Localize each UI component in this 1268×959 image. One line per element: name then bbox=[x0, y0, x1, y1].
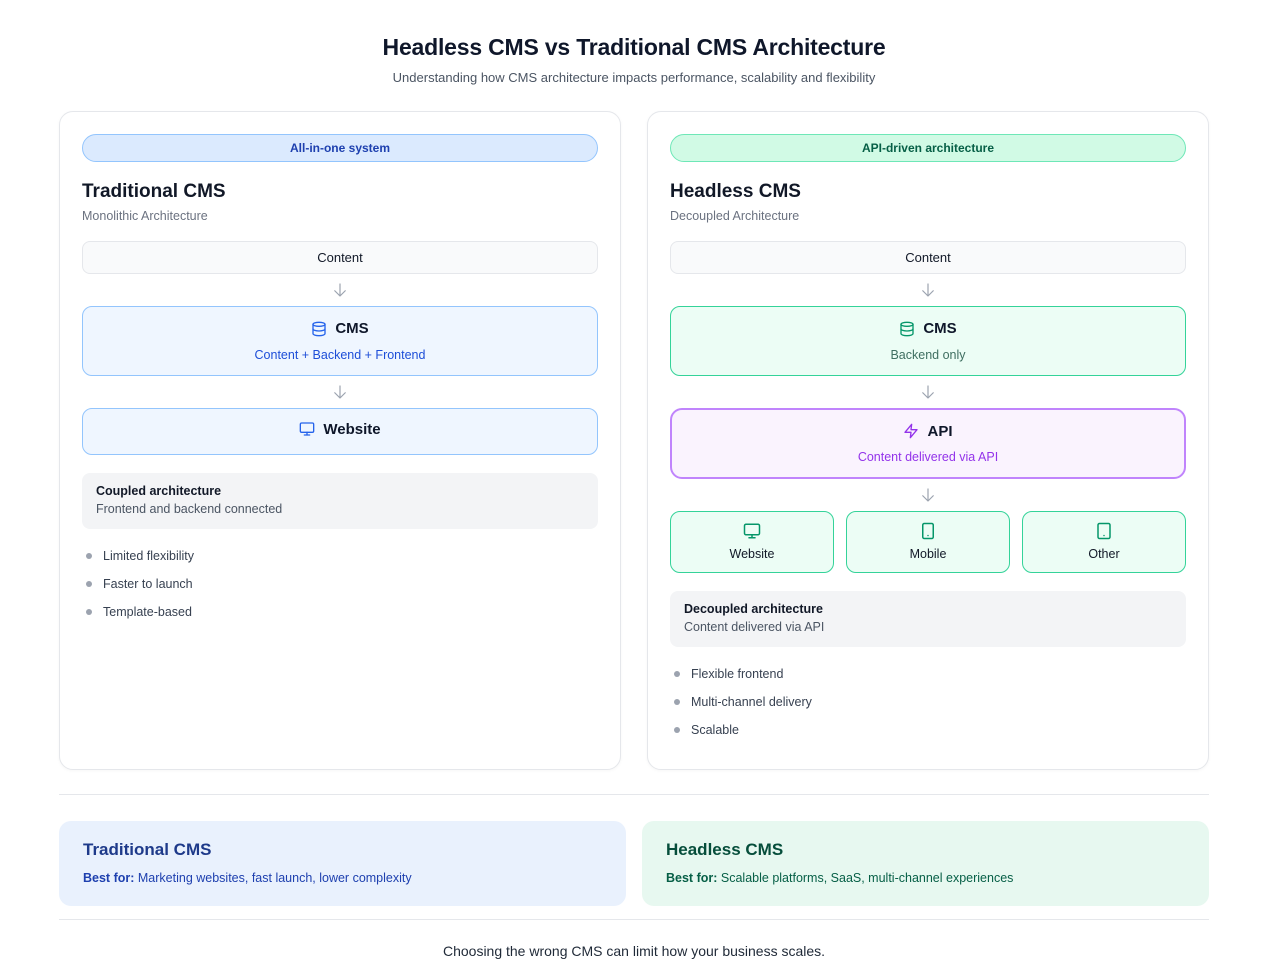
traditional-website-node: Website bbox=[82, 407, 598, 455]
headless-summary-card: Headless CMS Best for: Scalable platform… bbox=[642, 821, 1209, 906]
arrow-down-icon bbox=[82, 281, 598, 299]
bullet-dot-icon bbox=[86, 553, 92, 559]
traditional-summary-title: Traditional CMS bbox=[83, 840, 212, 859]
traditional-cms-node-label: CMS bbox=[311, 320, 369, 337]
bullet-dot-icon bbox=[674, 671, 680, 677]
channel-nodes: Website Mobile Other bbox=[670, 511, 1186, 573]
tablet-icon bbox=[1031, 522, 1177, 540]
api-node-label: API bbox=[903, 422, 953, 440]
headless-card-title: Headless CMS bbox=[670, 181, 801, 202]
traditional-cms-node: CMS Content + Backend + Frontend bbox=[82, 306, 598, 376]
traditional-cms-node-text: CMS bbox=[335, 320, 369, 337]
headless-summary-title: Headless CMS bbox=[666, 840, 784, 859]
bullet-text: Template-based bbox=[103, 605, 192, 619]
channel-website: Website bbox=[670, 511, 834, 573]
headless-note-title: Decoupled architecture bbox=[684, 602, 823, 616]
best-for-label: Best for: bbox=[83, 871, 135, 885]
traditional-summary-card: Traditional CMS Best for: Marketing webs… bbox=[59, 821, 626, 906]
page-header: Headless CMS vs Traditional CMS Architec… bbox=[59, 34, 1209, 85]
arrow-down-icon bbox=[82, 383, 598, 401]
page-subtitle: Understanding how CMS architecture impac… bbox=[392, 70, 876, 85]
channel-other: Other bbox=[1022, 511, 1186, 573]
smartphone-icon bbox=[855, 522, 1001, 540]
zap-icon bbox=[903, 423, 919, 439]
traditional-cms-card: All-in-one system Traditional CMS Monoli… bbox=[59, 111, 621, 770]
traditional-bullet-list: Limited flexibility Faster to launch Tem… bbox=[82, 545, 598, 623]
traditional-card-title: Traditional CMS bbox=[82, 181, 226, 202]
traditional-note-text: Frontend and backend connected bbox=[96, 502, 283, 516]
channel-label: Other bbox=[1088, 547, 1120, 561]
divider bbox=[59, 794, 1209, 795]
channel-mobile: Mobile bbox=[846, 511, 1010, 573]
api-node-text: API bbox=[927, 422, 953, 440]
headless-summary-text: Best for: Scalable platforms, SaaS, mult… bbox=[666, 871, 1185, 885]
bullet-text: Faster to launch bbox=[103, 577, 193, 591]
headless-cms-node-label: CMS bbox=[899, 320, 957, 337]
summary-row: Traditional CMS Best for: Marketing webs… bbox=[59, 821, 1209, 906]
bullet-dot-icon bbox=[86, 581, 92, 587]
traditional-note: Coupled architecture Frontend and backen… bbox=[82, 473, 598, 529]
headless-content-node: Content bbox=[670, 241, 1186, 274]
bullet-text: Scalable bbox=[691, 723, 739, 737]
arrow-down-icon bbox=[670, 281, 1186, 299]
database-icon bbox=[899, 321, 915, 337]
headless-bullet-list: Flexible frontend Multi-channel delivery… bbox=[670, 663, 1186, 741]
bullet-dot-icon bbox=[674, 727, 680, 733]
database-icon bbox=[311, 321, 327, 337]
traditional-note-title: Coupled architecture bbox=[96, 484, 222, 498]
traditional-content-node: Content bbox=[82, 241, 598, 274]
headless-cms-node-sub: Backend only bbox=[890, 347, 966, 362]
headless-cms-card: API-driven architecture Headless CMS Dec… bbox=[647, 111, 1209, 770]
channel-label: Mobile bbox=[909, 547, 947, 561]
page: Headless CMS vs Traditional CMS Architec… bbox=[59, 0, 1209, 959]
footer-note: Choosing the wrong CMS can limit how you… bbox=[442, 943, 826, 959]
list-item: Template-based bbox=[82, 601, 598, 623]
bullet-text: Flexible frontend bbox=[691, 667, 784, 681]
traditional-badge: All-in-one system bbox=[82, 134, 598, 162]
page-title: Headless CMS vs Traditional CMS Architec… bbox=[382, 34, 886, 60]
list-item: Flexible frontend bbox=[670, 663, 1186, 685]
traditional-summary-text: Best for: Marketing websites, fast launc… bbox=[83, 871, 602, 885]
list-item: Limited flexibility bbox=[82, 545, 598, 567]
arrow-down-icon bbox=[670, 383, 1186, 401]
traditional-card-subtitle: Monolithic Architecture bbox=[82, 209, 208, 223]
bullet-dot-icon bbox=[86, 609, 92, 615]
monitor-icon bbox=[679, 522, 825, 540]
traditional-cms-node-sub: Content + Backend + Frontend bbox=[254, 347, 426, 362]
headless-note: Decoupled architecture Content delivered… bbox=[670, 591, 1186, 647]
headless-card-subtitle: Decoupled Architecture bbox=[670, 209, 800, 223]
divider bbox=[59, 919, 1209, 920]
arrow-down-icon bbox=[670, 486, 1186, 504]
comparison-cards: All-in-one system Traditional CMS Monoli… bbox=[59, 111, 1209, 770]
bullet-dot-icon bbox=[674, 699, 680, 705]
bullet-text: Limited flexibility bbox=[103, 549, 195, 563]
traditional-website-node-text: Website bbox=[323, 420, 381, 438]
headless-badge: API-driven architecture bbox=[670, 134, 1186, 162]
api-node-sub: Content delivered via API bbox=[857, 450, 999, 464]
headless-note-text: Content delivered via API bbox=[684, 620, 825, 634]
list-item: Multi-channel delivery bbox=[670, 691, 1186, 713]
bullet-text: Multi-channel delivery bbox=[691, 695, 812, 709]
list-item: Scalable bbox=[670, 719, 1186, 741]
channel-label: Website bbox=[729, 547, 775, 561]
list-item: Faster to launch bbox=[82, 573, 598, 595]
api-node: API Content delivered via API bbox=[670, 407, 1186, 479]
headless-cms-node: CMS Backend only bbox=[670, 306, 1186, 376]
headless-cms-node-text: CMS bbox=[923, 320, 957, 337]
best-for-text: Scalable platforms, SaaS, multi-channel … bbox=[720, 871, 1014, 885]
monitor-icon bbox=[299, 421, 315, 437]
best-for-label: Best for: bbox=[666, 871, 718, 885]
best-for-text: Marketing websites, fast launch, lower c… bbox=[137, 871, 412, 885]
traditional-website-node-label: Website bbox=[299, 420, 381, 438]
